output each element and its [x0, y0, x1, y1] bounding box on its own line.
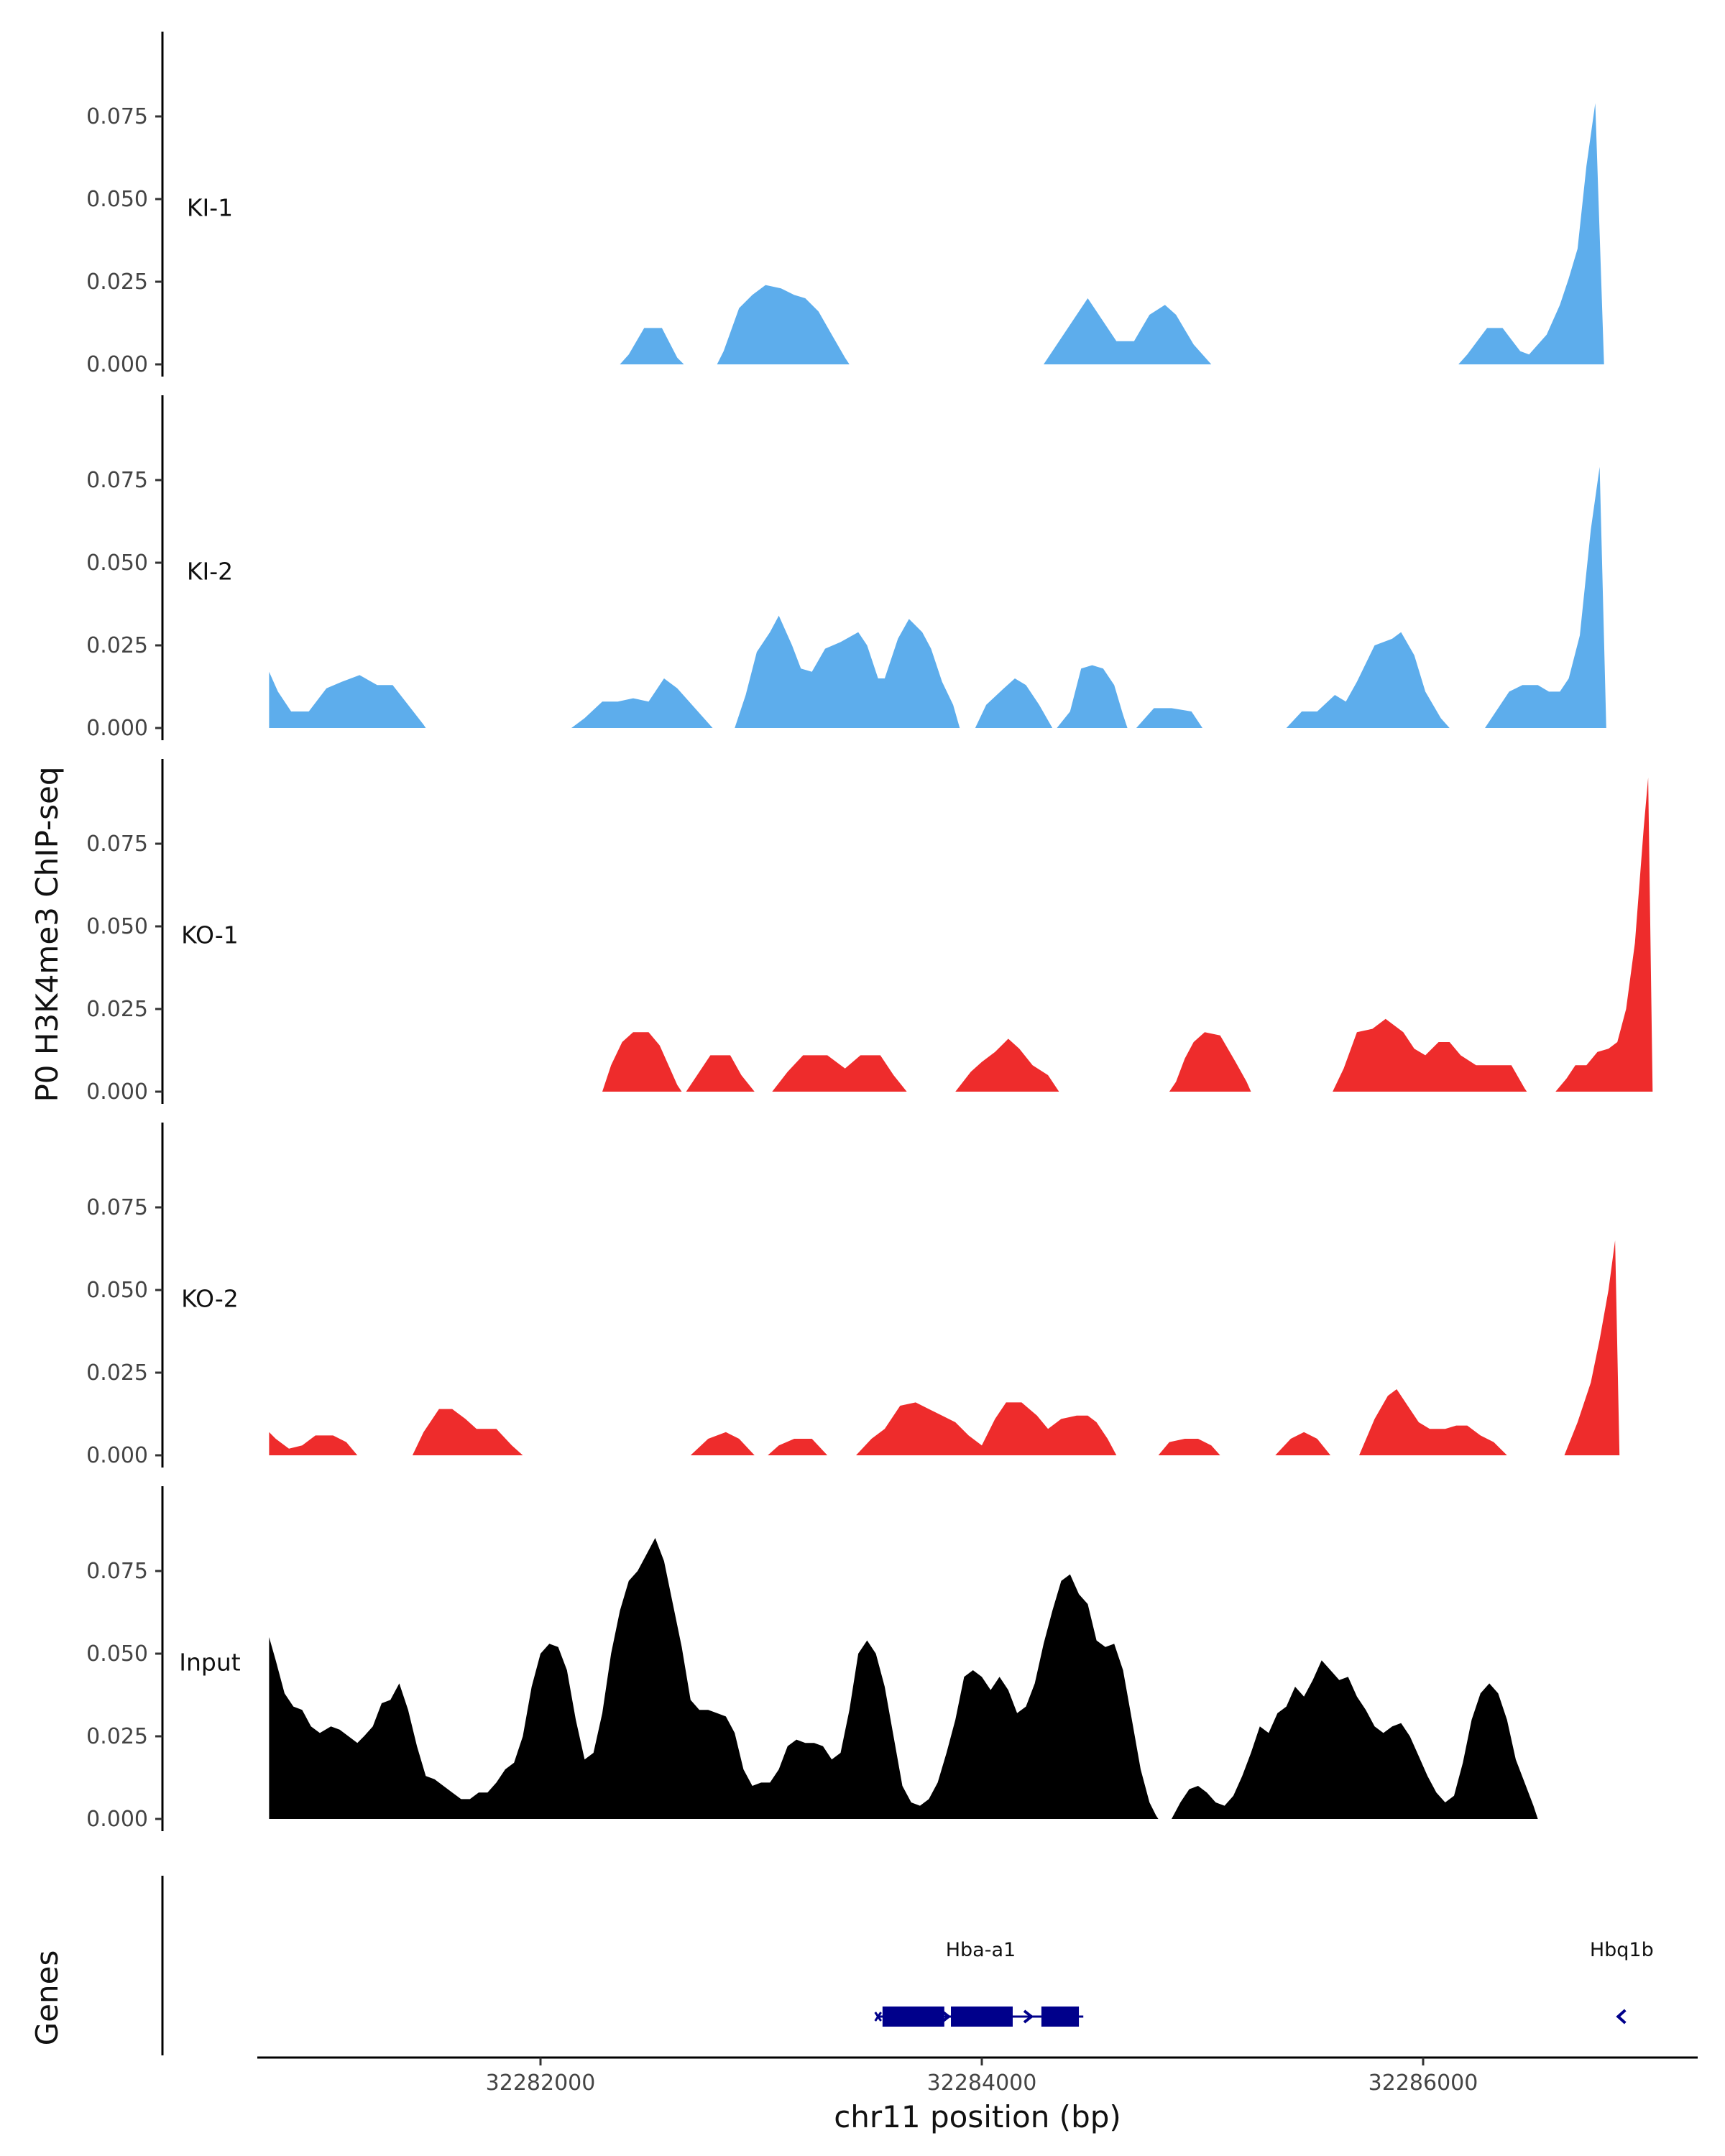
- y-tick-label: 0.075: [86, 104, 148, 129]
- area-ko-2-0: [269, 1432, 358, 1455]
- x-axis: 32282000 32284000 32286000: [257, 2056, 1698, 2096]
- track-label: Input: [179, 1649, 241, 1677]
- strand-arrow: [940, 2009, 952, 2024]
- area-ki-1-1: [717, 285, 850, 364]
- gene-start-mark: [874, 2012, 882, 2022]
- area-ko-2-3: [768, 1439, 828, 1455]
- gene-exon: [951, 2007, 1013, 2027]
- gene-hba-a1: Hba-a1: [874, 1939, 1084, 2027]
- y-axis-title: P0 H3K4me3 ChIP-seq: [29, 766, 65, 1102]
- area-ki-2-1: [571, 678, 713, 728]
- track-ko-1: 0.000 0.025 0.050 0.075 KO-1: [86, 759, 1653, 1105]
- genes-layer: Hba-a1 Hbq1b: [161, 1876, 1654, 2055]
- area-ko-2-8: [1564, 1240, 1620, 1455]
- genes-axis-title: Genes: [29, 1950, 65, 2046]
- gene-exon: [1041, 2007, 1080, 2027]
- y-tick-label: 0.025: [86, 997, 148, 1022]
- gene-hbq1b: Hbq1b: [1590, 1939, 1654, 2024]
- track-input: 0.000 0.025 0.050 0.075 Input: [86, 1486, 1538, 1832]
- area-ko-2-4: [856, 1402, 1117, 1455]
- track-ki-2: 0.000 0.025 0.050 0.075 KI-2: [86, 395, 1606, 741]
- y-tick-label: 0.025: [86, 1724, 148, 1749]
- area-ko-1-6: [1555, 778, 1653, 1092]
- area-ki-1-3: [1458, 103, 1604, 364]
- y-tick-label: 0.025: [86, 270, 148, 295]
- area-ki-2-6: [1485, 466, 1606, 728]
- y-tick-label: 0.025: [86, 633, 148, 658]
- x-tick-label: 32284000: [927, 2070, 1037, 2096]
- area-ko-1-0: [602, 1032, 682, 1092]
- area-ki-1-2: [1044, 298, 1212, 364]
- area-input-1: [1172, 1660, 1538, 1819]
- y-tick-label: 0.050: [86, 550, 148, 576]
- y-tick-label: 0.075: [86, 1559, 148, 1584]
- y-tick-label: 0.000: [86, 1807, 148, 1832]
- area-ko-2-5: [1158, 1439, 1220, 1455]
- area-ki-2-3: [975, 665, 1128, 728]
- track-label: KO-1: [181, 921, 239, 949]
- area-ki-2-0: [269, 671, 426, 728]
- area-input-0: [269, 1538, 1159, 1819]
- x-tick-label: 32282000: [486, 2070, 596, 2096]
- area-ko-1-4: [1169, 1032, 1251, 1092]
- y-tick-label: 0.050: [86, 1278, 148, 1303]
- area-ki-2-2: [735, 615, 960, 728]
- gene-label: Hbq1b: [1590, 1939, 1654, 1961]
- area-ko-1-5: [1333, 1018, 1527, 1092]
- gene-label: Hba-a1: [946, 1939, 1016, 1961]
- y-tick-label: 0.025: [86, 1360, 148, 1386]
- x-tick-label: 32286000: [1368, 2070, 1478, 2096]
- area-ki-2-5: [1286, 632, 1450, 728]
- track-label: KO-2: [181, 1285, 239, 1313]
- y-tick-label: 0.000: [86, 352, 148, 377]
- x-axis-title: chr11 position (bp): [834, 2099, 1121, 2134]
- y-tick-label: 0.075: [86, 468, 148, 493]
- track-ki-1: 0.000 0.025 0.050 0.075 KI-1: [86, 32, 1604, 377]
- tracks-layer: 0.0000.0250.0500.075KI-10.0000.0250.0500…: [86, 32, 1653, 1832]
- area-ko-2-2: [690, 1432, 755, 1455]
- y-tick-label: 0.000: [86, 1079, 148, 1105]
- area-ko-2-7: [1359, 1389, 1507, 1455]
- y-tick-label: 0.050: [86, 1641, 148, 1667]
- gene-exon: [882, 2007, 944, 2027]
- y-tick-label: 0.050: [86, 187, 148, 212]
- area-ki-2-4: [1136, 708, 1202, 728]
- track-label: KI-2: [187, 558, 233, 586]
- area-ki-1-0: [620, 328, 684, 364]
- strand-arrow: [1616, 2009, 1627, 2024]
- strand-arrow: [1023, 2009, 1034, 2024]
- track-label: KI-1: [187, 194, 233, 222]
- area-ko-1-3: [955, 1038, 1059, 1092]
- y-tick-label: 0.075: [86, 831, 148, 857]
- area-ko-2-6: [1275, 1432, 1331, 1455]
- y-tick-label: 0.050: [86, 914, 148, 939]
- area-ko-1-2: [772, 1055, 907, 1092]
- track-ko-2: 0.000 0.025 0.050 0.075 KO-2: [86, 1123, 1620, 1468]
- area-ko-2-1: [412, 1409, 523, 1455]
- y-tick-label: 0.075: [86, 1195, 148, 1220]
- y-tick-label: 0.000: [86, 716, 148, 741]
- area-ko-1-1: [686, 1055, 755, 1092]
- y-tick-label: 0.000: [86, 1443, 148, 1468]
